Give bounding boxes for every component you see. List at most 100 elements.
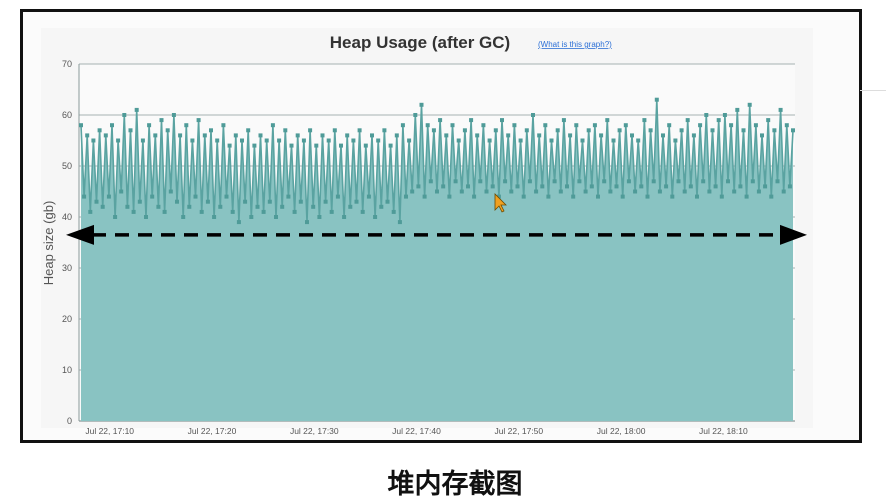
heap-data-point [645, 194, 650, 199]
heap-data-point [500, 118, 504, 123]
heap-data-point [537, 133, 542, 138]
heap-data-point [156, 204, 161, 209]
heap-data-point [741, 128, 746, 133]
heap-data-point [205, 199, 210, 204]
y-tick-label: 30 [62, 263, 72, 273]
heap-data-point [122, 113, 127, 117]
heap-data-point [503, 179, 508, 184]
heap-data-point [654, 97, 659, 102]
heap-data-point [710, 128, 715, 133]
heap-data-point [543, 123, 548, 128]
heap-data-point [243, 199, 248, 204]
tick-layer: 0 10 20 30 40 50 60 70 Jul 22, 17:10 Jul 22, 17:2… [62, 59, 748, 436]
heap-data-point [209, 128, 213, 133]
x-tick-label: Jul 22, 17:20 [188, 426, 237, 436]
heap-data-point [162, 209, 167, 214]
heap-data-point [735, 107, 740, 112]
heap-data-point [574, 123, 579, 128]
heap-data-point [100, 204, 105, 209]
heap-data-point [332, 128, 337, 133]
heap-data-point [94, 199, 99, 204]
heap-data-point [527, 179, 532, 184]
heap-data-point [261, 209, 266, 214]
heap-data-point [639, 184, 644, 189]
heap-data-point [215, 138, 220, 143]
heap-data-point [722, 113, 727, 117]
heap-data-point [230, 209, 235, 214]
heap-data-point [481, 123, 486, 128]
heap-data-point [506, 133, 511, 138]
heap-data-point [679, 128, 684, 133]
heap-data-point [249, 215, 254, 219]
heap-data-point [419, 102, 424, 107]
heap-data-point [753, 123, 758, 128]
heap-data-point [676, 179, 681, 184]
heap-data-point [444, 133, 449, 138]
heap-data-point [630, 133, 634, 138]
heap-data-point [763, 184, 768, 189]
heap-data-point [289, 143, 294, 148]
heap-data-point [577, 179, 582, 184]
heap-data-point [490, 184, 495, 189]
heap-data-point [496, 194, 501, 199]
heap-data-point [605, 118, 610, 123]
heap-data-point [599, 133, 604, 138]
heap-data-point [165, 128, 170, 133]
heap-data-point [493, 128, 498, 133]
heap-data-point [716, 118, 721, 123]
heap-data-point [456, 138, 461, 143]
heap-data-point [295, 133, 300, 138]
heap-data-point [224, 194, 229, 199]
heap-data-point [475, 133, 480, 138]
background-divider [860, 90, 886, 91]
heap-data-point [360, 209, 365, 214]
heap-data-point [487, 138, 492, 143]
heap-data-point [586, 128, 591, 133]
heap-data-point [116, 138, 121, 143]
heap-data-point [397, 220, 402, 225]
heap-data-point [469, 118, 474, 123]
heap-data-point [134, 107, 139, 112]
heap-data-point [775, 179, 780, 184]
heap-data-point [283, 128, 288, 133]
heap-data-point [184, 123, 189, 128]
heap-data-point [531, 113, 535, 117]
heap-data-point [431, 128, 436, 133]
heap-data-point [274, 215, 278, 219]
heap-data-point [413, 113, 418, 117]
heap-data-point [376, 138, 381, 143]
heap-data-point [661, 133, 665, 138]
heap-data-point [314, 143, 319, 148]
heap-data-point [744, 194, 749, 199]
heap-data-point [602, 179, 607, 184]
heap-data-point [125, 204, 130, 209]
heap-data-point [772, 128, 777, 133]
heap-data-point [373, 215, 378, 219]
heap-data-point [447, 194, 452, 199]
heap-data-point [691, 133, 696, 138]
heap-data-point [301, 138, 306, 143]
heap-data-point [270, 123, 275, 128]
heap-data-point [435, 189, 439, 194]
x-tick-label: Jul 22, 17:40 [392, 426, 441, 436]
mouse-cursor-icon [494, 193, 507, 213]
heap-data-point [614, 184, 619, 189]
heap-data-point [673, 138, 678, 143]
heap-data-point [583, 189, 588, 194]
heap-data-point [159, 118, 164, 123]
heap-data-point [196, 118, 201, 123]
heap-data-point [91, 138, 96, 143]
heap-data-point [79, 123, 83, 128]
heap-data-point [472, 194, 477, 199]
heap-data-point [252, 143, 257, 148]
heap-data-point [425, 123, 430, 128]
heap-data-point [534, 189, 539, 194]
y-tick-label: 70 [62, 59, 72, 69]
heap-data-point [168, 189, 173, 194]
help-link[interactable]: (What is this graph?) [538, 40, 612, 49]
heap-data-point [428, 179, 433, 184]
heap-data-point [348, 204, 353, 209]
heap-data-point [342, 215, 347, 219]
heap-data-point [580, 138, 585, 143]
heap-data-point [682, 189, 687, 194]
